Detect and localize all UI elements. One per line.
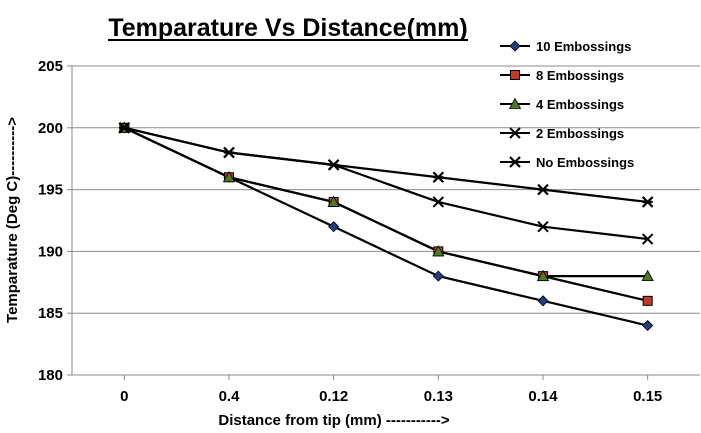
legend: 10 Embossings 8 Embossings 4 Embossings 2 E…	[500, 39, 634, 170]
chart-title: Temparature Vs Distance(mm)	[108, 14, 467, 42]
legend-label: 8 Embossings	[536, 68, 624, 83]
series-line	[124, 126, 648, 241]
data-point	[641, 269, 654, 282]
data-point	[328, 221, 340, 233]
x-tick-label: 0.14	[528, 388, 558, 405]
series-line	[123, 126, 648, 278]
data-point	[642, 319, 654, 332]
data-point	[537, 220, 549, 233]
x-tick-labels: 0 0.4 0.12 0.13 0.14 0.15	[120, 375, 662, 405]
x-tick-label: 0.15	[633, 388, 662, 405]
data-point	[537, 295, 549, 307]
legend-item: 2 Embossings	[500, 126, 624, 141]
legend-label: 10 Embossings	[536, 39, 631, 54]
data-point	[432, 171, 445, 184]
legend-item: 8 Embossings	[500, 68, 624, 83]
data-point	[432, 196, 445, 208]
data-point	[118, 122, 131, 134]
legend-marker	[509, 40, 521, 52]
y-tick-label: 185	[38, 305, 63, 322]
legend-item: 10 Embossings	[500, 39, 631, 54]
legend-marker	[509, 156, 521, 168]
data-point	[432, 270, 444, 282]
y-tick-label: 195	[38, 182, 63, 199]
data-point	[327, 159, 340, 171]
legend-item: No Embossings	[500, 155, 634, 170]
y-tick-label: 190	[38, 243, 63, 260]
x-tick-label: 0.12	[319, 388, 348, 405]
data-point	[222, 170, 236, 183]
data-point	[641, 196, 654, 208]
x-tick-label: 0	[120, 388, 128, 405]
series-line	[124, 126, 648, 204]
legend-marker	[508, 97, 522, 109]
data-point	[536, 269, 550, 282]
y-tick-label: 180	[38, 367, 63, 384]
legend-item: 4 Embossings	[500, 97, 624, 112]
y-axis-label: Temparature (Deg C)---------->	[4, 117, 21, 323]
legend-marker	[509, 127, 521, 139]
legend-label: No Embossings	[536, 155, 634, 170]
axes	[71, 66, 700, 376]
data-point	[327, 195, 340, 207]
x-tick-label: 0.13	[424, 388, 453, 405]
data-point	[641, 233, 654, 245]
series-line	[123, 126, 648, 302]
data-point	[642, 295, 653, 306]
x-tick-label: 0.4	[219, 388, 241, 405]
data-point	[223, 146, 235, 159]
x-axis-label: Distance from tip (mm) ----------->	[218, 412, 449, 429]
y-tick-label: 205	[38, 58, 63, 75]
series-lines	[118, 121, 654, 332]
y-tick-label: 200	[38, 120, 63, 137]
y-tick-labels: 180 185 190 195 200 205	[38, 58, 72, 384]
legend-label: 2 Embossings	[536, 126, 624, 141]
data-point	[432, 245, 445, 257]
data-point	[537, 183, 549, 196]
legend-label: 4 Embossings	[536, 97, 624, 112]
legend-marker	[510, 70, 520, 80]
